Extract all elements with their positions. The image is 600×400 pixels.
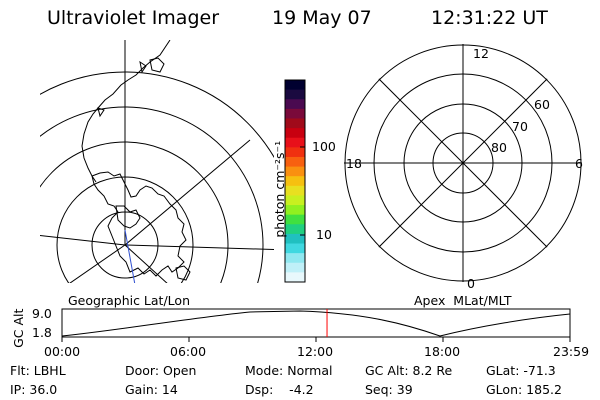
colorbar-band — [285, 233, 305, 245]
x-tick-label: 23:59 — [553, 344, 590, 359]
door-status: Door: Open — [125, 363, 197, 378]
seq-status: Seq: 39 — [365, 382, 413, 397]
altitude-strip — [61, 308, 571, 342]
mlat-label-70: 70 — [512, 119, 528, 134]
x-tick-label: 00:00 — [44, 344, 81, 359]
mlt-line-diag — [375, 75, 551, 251]
altitude-strip-frame — [61, 308, 571, 338]
app-title: Ultraviolet Imager — [47, 7, 220, 29]
mlt-label-12: 12 — [473, 46, 489, 61]
coastline — [81, 40, 171, 183]
colorbar-tick-label: 100 — [312, 139, 336, 154]
colorbar-band — [285, 185, 305, 196]
mlt-label-0: 0 — [467, 276, 475, 291]
colorbar-band — [285, 262, 305, 273]
lon-line — [40, 235, 126, 246]
coastline — [115, 205, 141, 229]
geographic-map — [40, 40, 274, 283]
colorbar-band — [285, 176, 305, 187]
left-panel-caption: Geographic Lat/Lon — [68, 293, 190, 308]
colorbar-tick-label: 10 — [316, 227, 332, 242]
gain-status: Gain: 14 — [125, 382, 178, 397]
altitude-curve — [61, 310, 571, 337]
glon-status: GLon: 185.2 — [486, 382, 562, 397]
colorbar-band — [285, 99, 305, 110]
mlat-label-60: 60 — [534, 97, 550, 112]
colorbar-band — [285, 214, 305, 225]
alt-ymin-label: 1.8 — [32, 325, 52, 340]
ground-track — [124, 229, 136, 283]
lon-line — [69, 244, 126, 283]
time-label: 12:31:22 UT — [431, 7, 548, 29]
colorbar-band — [285, 243, 305, 254]
colorbar-band — [285, 128, 305, 139]
gcalt-status: GC Alt: 8.2 Re — [365, 363, 453, 378]
filter-status: Flt: LBHL — [10, 363, 66, 378]
colorbar-frame — [284, 79, 306, 283]
ip-status: IP: 36.0 — [10, 382, 58, 397]
colorbar-band — [285, 224, 305, 235]
colorbar-band — [285, 80, 305, 91]
x-tick-label: 12:00 — [297, 344, 334, 359]
colorbar-band — [285, 253, 305, 264]
colorbar-band — [285, 89, 305, 100]
coastline — [139, 60, 147, 74]
alt-axis-label: GC Alt — [10, 308, 26, 348]
colorbar-band — [285, 147, 305, 158]
glat-status: GLat: -71.3 — [486, 363, 556, 378]
x-tick-label: 18:00 — [424, 344, 461, 359]
mlat-label-80: 80 — [491, 140, 507, 155]
coastline — [97, 107, 105, 118]
polar-plot — [344, 44, 582, 282]
colorbar-band — [285, 166, 305, 177]
alt-ymax-label: 9.0 — [32, 306, 52, 321]
date-label: 19 May 07 — [272, 7, 372, 29]
mlt-label-6: 6 — [575, 156, 583, 171]
lon-line — [124, 244, 274, 251]
mode-status: Mode: Normal — [245, 363, 333, 378]
coastline — [91, 171, 187, 277]
lon-line — [124, 139, 251, 246]
right-panel-caption: Apex MLat/MLT — [414, 293, 512, 308]
colorbar-band — [285, 156, 305, 168]
colorbar-band — [285, 205, 305, 216]
colorbar-band — [285, 108, 305, 119]
colorbar-band — [285, 118, 305, 129]
colorbar-band — [285, 195, 305, 206]
x-tick-label: 06:00 — [170, 344, 207, 359]
colorbar — [285, 80, 305, 283]
lon-line — [124, 244, 168, 283]
colorbar-band — [285, 272, 305, 283]
colorbar-band — [285, 137, 305, 148]
coastline — [175, 265, 191, 281]
dsp-status: Dsp: -4.2 — [245, 382, 314, 397]
coastline — [149, 57, 165, 73]
mlt-label-18: 18 — [346, 156, 362, 171]
colorbar-unit-label: photon cm⁻²s⁻¹ — [271, 140, 287, 238]
